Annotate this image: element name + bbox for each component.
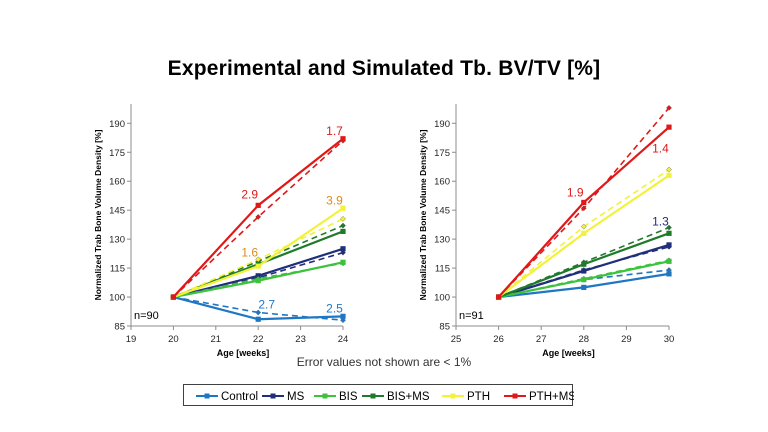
y-tick-label: 115 xyxy=(110,264,125,275)
data-point-simulated-ms xyxy=(340,249,346,256)
data-point-simulated-pth-plus-ms xyxy=(255,214,262,220)
data-point-experimental-bis-plus-ms xyxy=(581,261,587,267)
legend-marker-pth xyxy=(450,393,456,399)
data-point-simulated-pth xyxy=(580,223,587,230)
data-point-experimental-pth-plus-ms xyxy=(581,199,587,206)
legend-label-pth-plus-ms: PTH+MS xyxy=(529,391,574,403)
data-point-simulated-bis-plus-ms xyxy=(666,224,672,231)
legend-label-ms: MS xyxy=(287,391,305,403)
data-point-experimental-pth xyxy=(666,172,672,179)
x-tick-label: 30 xyxy=(664,334,675,345)
data-point-experimental-pth xyxy=(340,205,346,211)
legend: Control MS BIS BIS+MS PTH PTH+MS xyxy=(183,384,574,406)
x-tick-label: 26 xyxy=(493,334,504,345)
y-tick-label: 160 xyxy=(434,177,450,188)
data-point-experimental-ms xyxy=(340,246,346,252)
y-tick-label: 145 xyxy=(434,206,450,217)
data-point-experimental-bis-plus-ms xyxy=(340,228,346,235)
data-point-simulated-pth xyxy=(340,215,346,222)
x-tick-label: 19 xyxy=(126,334,137,345)
data-point-experimental-control xyxy=(581,284,587,290)
x-tick-label: 24 xyxy=(338,334,349,345)
x-tick-label: 20 xyxy=(168,334,179,345)
sample-size-label: n=90 xyxy=(134,310,159,322)
y-tick-label: 100 xyxy=(109,293,125,304)
data-point-experimental-pth-plus-ms xyxy=(496,294,502,300)
error-annotation: 2.9 xyxy=(241,188,258,202)
legend-marker-bis xyxy=(322,393,328,399)
data-point-experimental-pth-plus-ms xyxy=(255,202,261,208)
error-annotation: 1.7 xyxy=(326,124,343,138)
error-annotation: 1.4 xyxy=(652,141,669,155)
data-point-experimental-pth xyxy=(255,263,261,269)
y-tick-label: 130 xyxy=(434,235,450,246)
x-tick-label: 22 xyxy=(253,334,264,345)
y-tick-label: 160 xyxy=(109,177,125,188)
data-point-simulated-pth-plus-ms xyxy=(666,104,672,111)
y-tick-label: 85 xyxy=(114,322,125,333)
legend-label-bis-plus-ms: BIS+MS xyxy=(387,391,430,403)
data-point-experimental-pth-plus-ms xyxy=(170,294,176,300)
error-annotation: 2.7 xyxy=(258,298,275,312)
data-point-simulated-bis-plus-ms xyxy=(340,222,346,229)
data-point-experimental-pth xyxy=(581,230,587,236)
x-tick-label: 21 xyxy=(211,334,222,345)
data-point-simulated-pth xyxy=(255,256,262,263)
legend-marker-ms xyxy=(270,393,276,399)
y-axis-label: Normalized Trab Bone Volume Density [%] xyxy=(418,129,428,300)
data-point-experimental-pth-plus-ms xyxy=(340,136,346,142)
x-tick-label: 28 xyxy=(579,334,590,345)
data-point-simulated-control xyxy=(255,309,262,316)
x-tick-label: 27 xyxy=(536,334,547,345)
data-point-experimental-control xyxy=(666,271,672,277)
y-tick-label: 85 xyxy=(439,322,450,333)
data-point-experimental-ms xyxy=(581,268,587,274)
y-tick-label: 175 xyxy=(109,148,125,159)
legend-marker-pth-plus-ms xyxy=(512,393,518,399)
data-point-experimental-ms xyxy=(666,242,672,248)
error-annotation: 1.6 xyxy=(241,246,258,260)
x-axis-label: Age [weeks] xyxy=(542,348,595,358)
y-tick-label: 130 xyxy=(109,235,125,246)
sample-size-label: n=91 xyxy=(459,310,484,322)
y-tick-label: 175 xyxy=(434,148,450,159)
legend-label-bis: BIS xyxy=(339,391,358,403)
data-point-experimental-ms xyxy=(255,273,261,279)
y-tick-label: 145 xyxy=(109,206,125,217)
data-point-experimental-pth-plus-ms xyxy=(666,124,672,130)
error-annotation: 1.3 xyxy=(652,215,669,229)
error-note: Error values not shown are < 1% xyxy=(296,355,472,369)
error-annotation: 1.9 xyxy=(567,186,584,200)
data-point-simulated-pth-plus-ms xyxy=(580,205,587,212)
legend-label-control: Control xyxy=(221,391,258,403)
data-point-experimental-bis xyxy=(340,259,346,265)
series-line-simulated-pth-plus-ms xyxy=(172,140,344,298)
data-point-experimental-bis xyxy=(666,258,672,264)
x-tick-label: 25 xyxy=(451,334,462,345)
x-tick-label: 29 xyxy=(621,334,632,345)
series-line-simulated-control xyxy=(498,269,670,298)
data-point-experimental-control xyxy=(340,313,346,319)
legend-marker-control xyxy=(204,393,210,399)
data-point-experimental-control xyxy=(255,316,261,322)
y-tick-label: 115 xyxy=(435,264,450,275)
y-tick-label: 190 xyxy=(109,119,125,130)
error-annotation: 3.9 xyxy=(326,193,343,207)
legend-label-pth: PTH xyxy=(467,391,490,403)
y-axis-label: Normalized Trab Bone Volume Density [%] xyxy=(93,129,103,300)
legend-marker-bis-plus-ms xyxy=(370,393,376,399)
data-point-experimental-bis xyxy=(581,277,587,283)
data-point-simulated-pth xyxy=(666,166,672,173)
series-line-simulated-ms xyxy=(173,251,344,298)
error-annotation: 2.5 xyxy=(326,301,343,315)
y-tick-label: 100 xyxy=(434,293,450,304)
x-axis-label: Age [weeks] xyxy=(217,348,270,358)
data-point-experimental-bis xyxy=(255,278,261,284)
page-title: Experimental and Simulated Tb. BV/TV [%] xyxy=(167,57,601,80)
x-tick-label: 23 xyxy=(295,334,306,345)
y-tick-label: 190 xyxy=(434,119,450,130)
data-point-experimental-bis-plus-ms xyxy=(666,230,672,236)
